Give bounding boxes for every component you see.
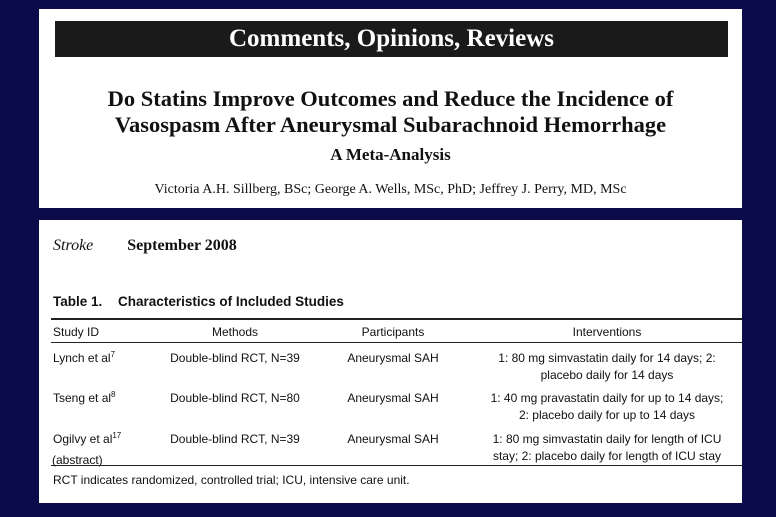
- article-title-line-1: Do Statins Improve Outcomes and Reduce t…: [107, 86, 674, 111]
- author-list: Victoria A.H. Sillberg, BSc; George A. W…: [154, 182, 627, 197]
- article-header-panel: Comments, Opinions, Reviews Do Statins I…: [39, 9, 742, 208]
- table-label: Table 1.: [53, 294, 103, 309]
- table-row-3-study: Ogilvy et al17: [53, 431, 122, 447]
- table-row-1-study: Lynch et al7: [53, 350, 116, 366]
- table-row-3-participants: Aneurysmal SAH: [347, 432, 439, 446]
- table-row-3-methods: Double-blind RCT, N=39: [170, 432, 300, 446]
- reference-marker: 7: [110, 350, 116, 359]
- reference-marker: 8: [111, 390, 116, 399]
- table-row-2-interventions: 1: 40 mg pravastatin daily for up to 14 …: [490, 391, 724, 422]
- table-row-2-methods: Double-blind RCT, N=80: [170, 391, 300, 405]
- column-header-participants: Participants: [361, 325, 425, 339]
- abstract-annotation: (abstract): [51, 453, 104, 467]
- table-row-1-methods: Double-blind RCT, N=39: [170, 351, 300, 365]
- article-title: Do Statins Improve Outcomes and Reduce t…: [39, 86, 742, 138]
- article-subtitle: A Meta-Analysis: [330, 145, 451, 164]
- column-header-methods: Methods: [211, 325, 259, 339]
- journal-date: September 2008: [127, 237, 237, 254]
- table-header-rule: [51, 342, 742, 343]
- column-header-interventions: Interventions: [572, 325, 642, 339]
- section-banner: Comments, Opinions, Reviews: [55, 21, 728, 57]
- column-header-study: Study ID: [53, 325, 100, 339]
- table-caption: Characteristics of Included Studies: [118, 294, 344, 309]
- table-row-1-participants: Aneurysmal SAH: [347, 351, 439, 365]
- table-title: Table 1. Characteristics of Included Stu…: [53, 294, 344, 309]
- journal-name: Stroke: [53, 237, 94, 254]
- article-title-line-2: Vasospasm After Aneurysmal Subarachnoid …: [114, 112, 667, 137]
- table-row-2-participants: Aneurysmal SAH: [347, 391, 439, 405]
- table-footnote: RCT indicates randomized, controlled tri…: [53, 473, 410, 487]
- table-row-2-study: Tseng et al8: [53, 390, 116, 406]
- table-row-1-interventions: 1: 80 mg simvastatin daily for 14 days; …: [498, 351, 716, 382]
- table-excerpt-panel: Stroke September 2008 Table 1. Character…: [39, 220, 742, 503]
- journal-citation: Stroke September 2008: [53, 237, 237, 255]
- table-bottom-rule: [51, 465, 742, 466]
- reference-marker: 17: [112, 431, 122, 440]
- table-top-rule: [51, 318, 742, 320]
- table-row-3-interventions: 1: 80 mg simvastatin daily for length of…: [492, 432, 722, 463]
